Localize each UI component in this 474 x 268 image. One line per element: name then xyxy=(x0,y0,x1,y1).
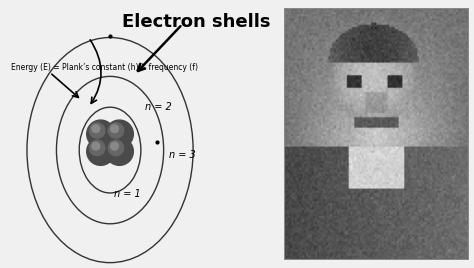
Circle shape xyxy=(108,123,124,138)
Text: n = 1: n = 1 xyxy=(114,189,141,199)
Circle shape xyxy=(90,140,105,156)
Circle shape xyxy=(87,120,115,148)
FancyArrowPatch shape xyxy=(90,40,101,103)
Text: n = 2: n = 2 xyxy=(145,102,172,112)
Text: Electron shells: Electron shells xyxy=(121,13,270,31)
Circle shape xyxy=(87,137,115,165)
Text: Energy (E) = Plank’s constant (h) X frequency (f): Energy (E) = Plank’s constant (h) X freq… xyxy=(11,62,198,72)
Circle shape xyxy=(110,125,118,133)
Circle shape xyxy=(106,120,133,148)
Circle shape xyxy=(108,140,124,156)
Circle shape xyxy=(106,137,133,165)
Circle shape xyxy=(90,123,105,138)
Circle shape xyxy=(92,142,100,150)
Circle shape xyxy=(110,142,118,150)
Text: n = 3: n = 3 xyxy=(169,150,196,161)
Circle shape xyxy=(92,125,100,133)
